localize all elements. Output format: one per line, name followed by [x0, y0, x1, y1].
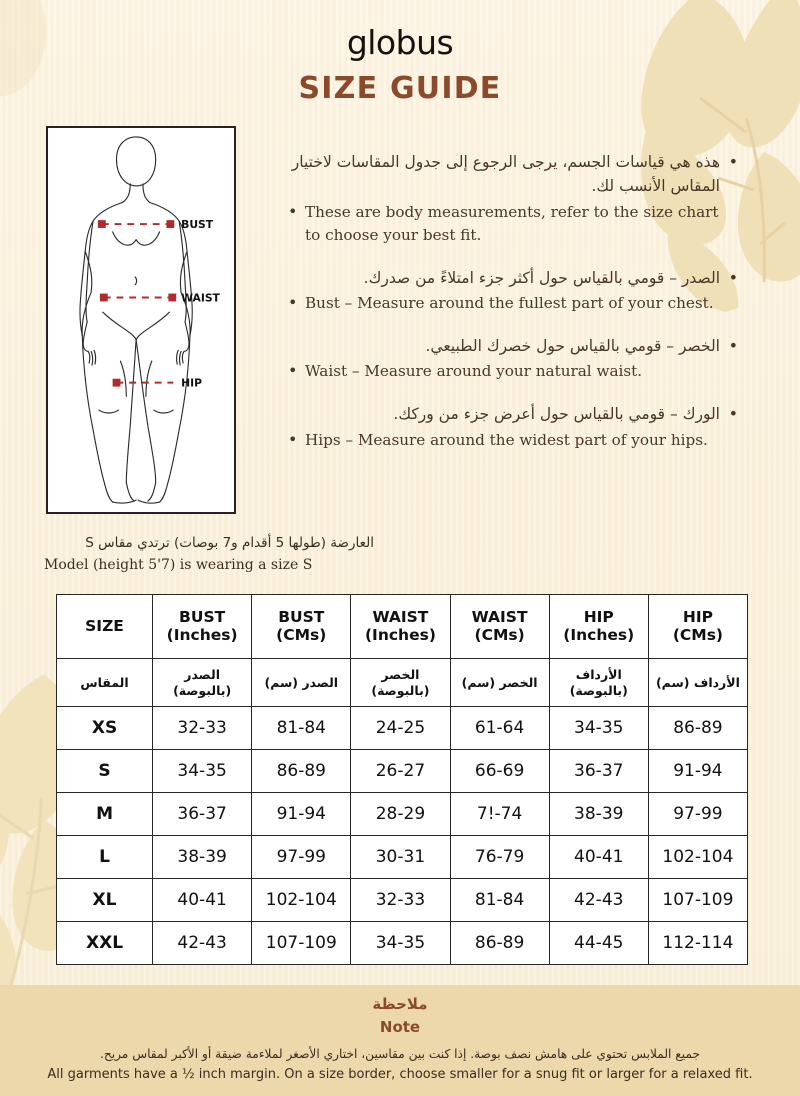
cell-bust-cms: 102-104	[251, 878, 352, 922]
instruction-group: هذه هي قياسات الجسم، يرجى الرجوع إلى جدو…	[286, 149, 738, 247]
column-header-waist-cms-ar: الخصر (سم)	[449, 658, 550, 707]
female-body-diagram: BUST WAIST HIP	[79, 136, 221, 504]
instruction-arabic: الخصر – قومي بالقياس حول خصرك الطبيعي.	[286, 333, 738, 359]
cell-waist-cms: 61-64	[449, 706, 550, 750]
cell-bust-inches: 36-37	[152, 792, 253, 836]
cell-size: XL	[55, 878, 154, 922]
svg-text:WAIST: WAIST	[181, 291, 220, 304]
cell-waist-cms: 86-89	[449, 921, 550, 965]
cell-size: M	[55, 792, 154, 836]
table-row: XS 32-33 81-84 24-25 61-64 34-35 86-89	[55, 706, 749, 750]
page-header: globus SIZE GUIDE	[0, 23, 800, 106]
cell-waist-inches: 30-31	[350, 835, 451, 879]
instruction-english: These are body measurements, refer to th…	[286, 200, 738, 247]
size-chart-table: SIZE BUST (Inches) BUST (CMs) WAIST (Inc…	[55, 594, 749, 965]
cell-waist-cms: 81-84	[449, 878, 550, 922]
note-footer: ملاحظة Note جميع الملابس تحتوي على هامش …	[0, 985, 800, 1096]
hip-measure-line: HIP	[112, 377, 202, 390]
cell-size: XS	[55, 706, 154, 750]
instruction-group: الورك – قومي بالقياس حول أعرض جزء من ورك…	[286, 401, 738, 452]
column-header-bust-cms: BUST (CMs)	[251, 594, 352, 659]
instruction-arabic: هذه هي قياسات الجسم، يرجى الرجوع إلى جدو…	[286, 149, 738, 199]
instruction-english: Hips – Measure around the widest part of…	[286, 428, 738, 452]
cell-waist-inches: 32-33	[350, 878, 451, 922]
cell-size: S	[55, 749, 154, 793]
cell-bust-inches: 34-35	[152, 749, 253, 793]
note-body-english: All garments have a ½ inch margin. On a …	[47, 1066, 753, 1082]
cell-waist-inches: 28-29	[350, 792, 451, 836]
cell-size: XXL	[55, 921, 154, 965]
cell-waist-cms: 66-69	[449, 749, 550, 793]
column-header-bust-cms-ar: الصدر (سم)	[251, 658, 352, 707]
brand-logo: globus	[346, 23, 454, 62]
note-title-arabic: ملاحظة	[372, 995, 428, 1013]
column-header-waist-cms: WAIST (CMs)	[449, 594, 550, 659]
cell-hip-inches: 36-37	[548, 749, 649, 793]
cell-bust-cms: 86-89	[251, 749, 352, 793]
cell-hip-cms: 91-94	[647, 749, 749, 793]
cell-hip-cms: 112-114	[647, 921, 749, 965]
model-figure-panel: BUST WAIST HIP	[46, 126, 236, 514]
cell-waist-cms: 76-79	[449, 835, 550, 879]
svg-text:BUST: BUST	[181, 218, 214, 231]
cell-hip-cms: 86-89	[647, 706, 749, 750]
table-row: XXL 42-43 107-109 34-35 86-89 44-45 112-…	[55, 921, 749, 965]
cell-hip-inches: 44-45	[548, 921, 649, 965]
column-header-hip-cms-ar: الأرداف (سم)	[647, 658, 749, 707]
note-title-english: Note	[379, 1017, 421, 1036]
instruction-english: Waist – Measure around your natural wais…	[286, 359, 738, 383]
cell-bust-inches: 38-39	[152, 835, 253, 879]
svg-text:HIP: HIP	[181, 377, 202, 390]
column-header-hip-cms: HIP (CMs)	[647, 594, 749, 659]
column-header-size: SIZE	[55, 594, 154, 659]
bust-measure-line: BUST	[97, 218, 214, 231]
table-row: S 34-35 86-89 26-27 66-69 36-37 91-94	[55, 749, 749, 793]
cell-hip-cms: 107-109	[647, 878, 749, 922]
cell-hip-cms: 97-99	[647, 792, 749, 836]
cell-waist-inches: 34-35	[350, 921, 451, 965]
table-row: XL 40-41 102-104 32-33 81-84 42-43 107-1…	[55, 878, 749, 922]
table-header-row-arabic: المقاس الصدر (بالبوصة) الصدر (سم) الخصر …	[55, 658, 749, 707]
cell-hip-inches: 42-43	[548, 878, 649, 922]
cell-hip-inches: 40-41	[548, 835, 649, 879]
table-header-row-english: SIZE BUST (Inches) BUST (CMs) WAIST (Inc…	[55, 594, 749, 659]
cell-bust-cms: 91-94	[251, 792, 352, 836]
cell-bust-cms: 81-84	[251, 706, 352, 750]
cell-bust-inches: 32-33	[152, 706, 253, 750]
cell-waist-cms: 7!-74	[449, 792, 550, 836]
cell-hip-inches: 34-35	[548, 706, 649, 750]
instruction-arabic: الورك – قومي بالقياس حول أعرض جزء من ورك…	[286, 401, 738, 427]
table-row: L 38-39 97-99 30-31 76-79 40-41 102-104	[55, 835, 749, 879]
column-header-hip-inches-ar: الأرداف (بالبوصة)	[548, 658, 649, 707]
model-caption: العارضة (طولها 5 أقدام و7 بوصات) ترتدي م…	[44, 534, 374, 575]
table-row: M 36-37 91-94 28-29 7!-74 38-39 97-99	[55, 792, 749, 836]
column-header-waist-inches: WAIST (Inches)	[350, 594, 451, 659]
page-title: SIZE GUIDE	[298, 70, 502, 106]
size-chart-container: SIZE BUST (Inches) BUST (CMs) WAIST (Inc…	[55, 594, 749, 965]
instruction-arabic: الصدر – قومي بالقياس حول أكثر جزء امتلاء…	[286, 265, 738, 291]
cell-hip-inches: 38-39	[548, 792, 649, 836]
cell-waist-inches: 24-25	[350, 706, 451, 750]
waist-measure-line: WAIST	[99, 291, 221, 304]
instruction-group: الصدر – قومي بالقياس حول أكثر جزء امتلاء…	[286, 265, 738, 315]
column-header-bust-inches-ar: الصدر (بالبوصة)	[152, 658, 253, 707]
cell-hip-cms: 102-104	[647, 835, 749, 879]
column-header-size-ar: المقاس	[55, 658, 154, 707]
cell-size: L	[55, 835, 154, 879]
column-header-hip-inches: HIP (Inches)	[548, 594, 649, 659]
column-header-waist-inches-ar: الخصر (بالبوصة)	[350, 658, 451, 707]
note-body-arabic: جميع الملابس تحتوي على هامش نصف بوصة. إذ…	[99, 1047, 701, 1061]
model-caption-arabic: العارضة (طولها 5 أقدام و7 بوصات) ترتدي م…	[85, 535, 374, 551]
model-caption-english: Model (height 5'7) is wearing a size S	[44, 556, 313, 573]
cell-waist-inches: 26-27	[350, 749, 451, 793]
cell-bust-inches: 40-41	[152, 878, 253, 922]
cell-bust-inches: 42-43	[152, 921, 253, 965]
cell-bust-cms: 97-99	[251, 835, 352, 879]
cell-bust-cms: 107-109	[251, 921, 352, 965]
instruction-english: Bust – Measure around the fullest part o…	[286, 291, 738, 315]
measurement-instructions: هذه هي قياسات الجسم، يرجى الرجوع إلى جدو…	[286, 149, 738, 470]
instruction-group: الخصر – قومي بالقياس حول خصرك الطبيعي. W…	[286, 333, 738, 383]
column-header-bust-inches: BUST (Inches)	[152, 594, 253, 659]
